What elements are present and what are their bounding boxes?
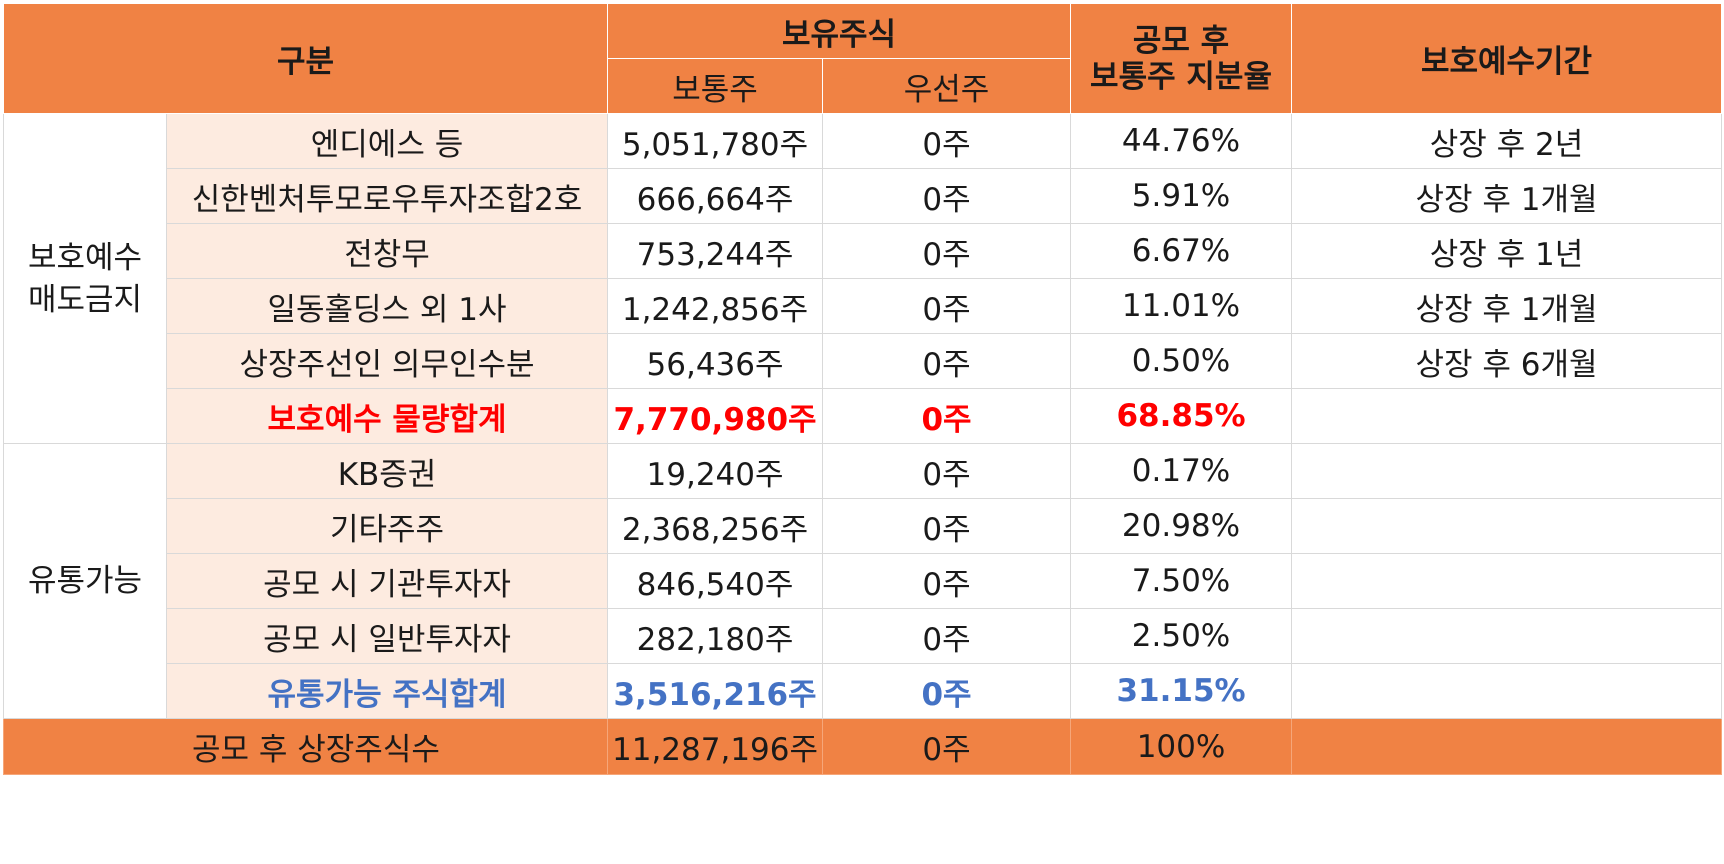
lockup-total-common: 7,770,980주: [607, 388, 824, 444]
table-row: 일동홀딩스 외 1사 1,242,856주 0주 11.01% 상장 후 1개월: [4, 278, 1723, 334]
row-name: 엔디에스 등: [165, 113, 609, 169]
row-common: 56,436주: [607, 333, 824, 389]
row-period: 상장 후 1개월: [1291, 168, 1723, 224]
group-lockup: 보호예수 매도금지: [3, 113, 167, 444]
footer-preferred: 0주: [822, 718, 1072, 775]
row-preferred: 0주: [822, 278, 1072, 334]
row-common: 2,368,256주: [607, 498, 824, 554]
row-ratio: 7.50%: [1070, 553, 1293, 609]
row-common: 5,051,780주: [607, 113, 824, 169]
tradable-total-name: 유통가능 주식합계: [165, 663, 609, 719]
row-preferred: 0주: [822, 608, 1072, 664]
table-row: 보호예수 매도금지 엔디에스 등 5,051,780주 0주 44.76% 상장…: [3, 113, 1723, 444]
table-row: 상장주선인 의무인수분 56,436주 0주 0.50% 상장 후 6개월: [4, 333, 1723, 389]
row-preferred: 0주: [822, 443, 1072, 499]
header-holdings: 보유주식: [607, 3, 1072, 59]
row-name: 신한벤처투모로우투자조합2호: [165, 168, 609, 224]
row-name: 일동홀딩스 외 1사: [165, 278, 609, 334]
row-name: 상장주선인 의무인수분: [165, 333, 609, 389]
row-ratio: 6.67%: [1070, 223, 1293, 279]
group-tradable: 유통가능: [3, 443, 167, 719]
row-common: 753,244주: [607, 223, 824, 279]
row-preferred: 0주: [822, 498, 1072, 554]
row-period: [1291, 553, 1723, 609]
table-row: 신한벤처투모로우투자조합2호 666,664주 0주 5.91% 상장 후 1개…: [4, 168, 1723, 224]
row-preferred: 0주: [822, 113, 1072, 169]
row-ratio: 5.91%: [1070, 168, 1293, 224]
lockup-table: 구분 보유주식 공모 후 보통주 지분율 보호예수기간 보통주 우선주 보호예수…: [2, 3, 1723, 775]
row-period: 상장 후 1년: [1291, 223, 1723, 279]
group-lockup-line1: 보호예수: [27, 239, 143, 276]
table-row: 유통가능 KB증권 19,240주 0주 0.17%: [3, 443, 1723, 719]
row-common: 19,240주: [607, 443, 824, 499]
footer-ratio: 100%: [1070, 718, 1293, 775]
row-preferred: 0주: [822, 168, 1072, 224]
header-common: 보통주: [607, 58, 824, 114]
header-preferred: 우선주: [822, 58, 1072, 114]
header-ratio-line2: 보통주 지분율: [1090, 58, 1272, 95]
row-common: 1,242,856주: [607, 278, 824, 334]
row-name: 공모 시 기관투자자: [165, 553, 609, 609]
lockup-total-row: 보호예수 물량합계 7,770,980주 0주 68.85%: [4, 388, 1723, 444]
tradable-total-preferred: 0주: [822, 663, 1072, 719]
footer-common: 11,287,196주: [607, 718, 824, 775]
footer-period: [1291, 718, 1723, 775]
lockup-total-ratio: 68.85%: [1070, 388, 1293, 444]
tradable-total-ratio: 31.15%: [1070, 663, 1293, 719]
row-period: 상장 후 1개월: [1291, 278, 1723, 334]
row-ratio: 0.17%: [1070, 443, 1293, 499]
lockup-total-name: 보호예수 물량합계: [165, 388, 609, 444]
row-ratio: 11.01%: [1070, 278, 1293, 334]
row-name: 공모 시 일반투자자: [165, 608, 609, 664]
row-name: KB증권: [165, 443, 609, 499]
row-period: [1291, 498, 1723, 554]
table-row: 기타주주 2,368,256주 0주 20.98%: [4, 498, 1723, 554]
row-ratio: 0.50%: [1070, 333, 1293, 389]
row-ratio: 20.98%: [1070, 498, 1293, 554]
header-category: 구분: [2, 3, 609, 114]
tradable-total-period: [1291, 663, 1723, 719]
row-name: 기타주주: [165, 498, 609, 554]
row-common: 666,664주: [607, 168, 824, 224]
table-row: 공모 시 일반투자자 282,180주 0주 2.50%: [4, 608, 1723, 664]
row-ratio: 2.50%: [1070, 608, 1293, 664]
row-period: 상장 후 2년: [1291, 113, 1723, 169]
row-period: [1291, 608, 1723, 664]
row-ratio: 44.76%: [1070, 113, 1293, 169]
header-ratio: 공모 후 보통주 지분율: [1070, 3, 1293, 114]
footer-row: 공모 후 상장주식수 11,287,196주 0주 100%: [2, 718, 1723, 775]
lockup-total-period: [1291, 388, 1723, 444]
row-preferred: 0주: [822, 223, 1072, 279]
row-preferred: 0주: [822, 333, 1072, 389]
row-period: 상장 후 6개월: [1291, 333, 1723, 389]
row-period: [1291, 443, 1723, 499]
row-common: 282,180주: [607, 608, 824, 664]
table-row: 공모 시 기관투자자 846,540주 0주 7.50%: [4, 553, 1723, 609]
header-ratio-line1: 공모 후: [1132, 22, 1230, 59]
footer-name: 공모 후 상장주식수: [2, 718, 609, 775]
row-preferred: 0주: [822, 553, 1072, 609]
group-lockup-line2: 매도금지: [27, 281, 143, 318]
table-row: 전창무 753,244주 0주 6.67% 상장 후 1년: [4, 223, 1723, 279]
header-lockup-period: 보호예수기간: [1291, 3, 1723, 114]
tradable-total-common: 3,516,216주: [607, 663, 824, 719]
tradable-total-row: 유통가능 주식합계 3,516,216주 0주 31.15%: [4, 663, 1723, 719]
row-common: 846,540주: [607, 553, 824, 609]
lockup-total-preferred: 0주: [822, 388, 1072, 444]
row-name: 전창무: [165, 223, 609, 279]
